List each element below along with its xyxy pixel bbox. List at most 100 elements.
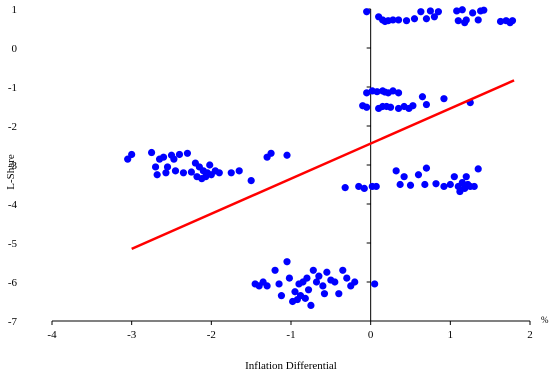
scatter-point: [462, 16, 470, 24]
y-tick-label: -3: [8, 160, 18, 172]
scatter-point: [474, 16, 482, 24]
scatter-point: [417, 8, 425, 16]
scatter-point: [319, 282, 327, 290]
scatter-point: [267, 149, 275, 157]
scatter-point: [394, 89, 403, 97]
x-tick-label: 1: [448, 329, 454, 341]
scatter-point: [307, 301, 315, 309]
scatter-point: [275, 280, 283, 288]
scatter-point: [331, 278, 339, 286]
scatter-point: [162, 169, 170, 177]
scatter-point: [291, 288, 299, 296]
scatter-point: [469, 9, 477, 17]
x-tick-label: 0: [368, 329, 374, 341]
scatter-point: [446, 180, 454, 189]
scatter-point: [371, 280, 379, 288]
scatter-point: [355, 182, 363, 191]
trendline: [131, 79, 515, 250]
scatter-point: [386, 103, 395, 111]
scatter-point: [315, 272, 323, 280]
scatter-point: [163, 163, 172, 171]
x-tick-label: 2: [527, 329, 533, 341]
scatter-point: [183, 149, 192, 157]
scatter-point: [147, 148, 156, 157]
scatter-point: [440, 95, 448, 103]
scatter-point: [402, 17, 411, 25]
x-tick-label: -4: [47, 329, 57, 341]
scatter-point: [227, 169, 235, 177]
scatter-point: [215, 169, 223, 177]
scatter-point: [440, 182, 448, 191]
y-tick-label: -1: [8, 82, 17, 94]
scatter-point: [474, 165, 482, 173]
scatter-point: [171, 167, 180, 175]
scatter-point: [406, 181, 415, 189]
scatter-point: [454, 17, 462, 25]
scatter-point: [432, 180, 440, 188]
scatter-point: [394, 104, 403, 113]
y-tick-label: -2: [8, 121, 17, 133]
scatter-point: [343, 274, 351, 282]
scatter-point: [323, 268, 331, 276]
x-axis-unit-label: %: [541, 315, 549, 325]
scatter-point: [235, 167, 243, 175]
scatter-point: [283, 258, 291, 266]
y-tick-label: 1: [12, 4, 18, 16]
scatter-point: [414, 171, 423, 179]
scatter-point: [303, 274, 311, 282]
scatter-point: [263, 282, 271, 290]
y-axis-title: L-Share: [5, 154, 17, 190]
scatter-point: [372, 182, 380, 191]
scatter-point: [309, 266, 317, 274]
scatter-point: [418, 93, 427, 101]
scatter-point: [392, 167, 400, 175]
y-tick-label: -7: [8, 316, 18, 328]
x-tick-label: -2: [207, 329, 216, 341]
scatter-point: [153, 171, 161, 179]
data-points: [124, 6, 517, 309]
scatter-point: [285, 274, 294, 282]
scatter-point: [341, 184, 349, 192]
x-tick-label: -3: [127, 329, 137, 341]
scatter-point: [312, 278, 321, 286]
trendline-layer: [131, 79, 515, 250]
scatter-point: [508, 17, 517, 25]
scatter-point: [458, 6, 466, 14]
scatter-point: [124, 155, 132, 163]
axes: 1 0 -1 -2 -3 -4 -5 -6 -7 -4 -3 -2 -1 0 1 2: [8, 4, 533, 341]
y-tick-label: -5: [8, 238, 18, 250]
scatter-point: [187, 168, 196, 176]
scatter-point: [421, 180, 429, 189]
scatter-point: [128, 150, 136, 159]
scatter-point: [410, 15, 419, 23]
scatter-point: [430, 13, 438, 21]
scatter-point: [462, 173, 470, 181]
scatter-point: [159, 153, 168, 161]
scatter-point: [373, 88, 381, 96]
scatter-point: [283, 151, 291, 159]
y-tick-label: 0: [12, 43, 18, 55]
scatter-point: [422, 100, 431, 109]
scatter-point: [409, 102, 417, 110]
scatter-point: [363, 89, 371, 97]
scatter-point: [400, 173, 408, 181]
y-tick-label: -6: [8, 277, 18, 289]
scatter-point: [320, 290, 329, 298]
scatter-point: [394, 16, 403, 24]
x-axis-title: Inflation Differential: [245, 360, 337, 372]
scatter-point: [335, 290, 343, 298]
scatter-point: [301, 294, 309, 302]
scatter-point: [170, 155, 178, 163]
scatter-point: [175, 150, 184, 159]
scatter-point: [351, 278, 359, 286]
scatter-point: [496, 17, 505, 26]
scatter-point: [389, 16, 397, 24]
scatter-point: [339, 266, 347, 274]
scatter-point: [450, 173, 458, 181]
scatter-point: [422, 164, 431, 172]
scatter-point: [389, 87, 397, 95]
scatter-point: [277, 292, 286, 300]
scatter-point: [470, 182, 478, 191]
